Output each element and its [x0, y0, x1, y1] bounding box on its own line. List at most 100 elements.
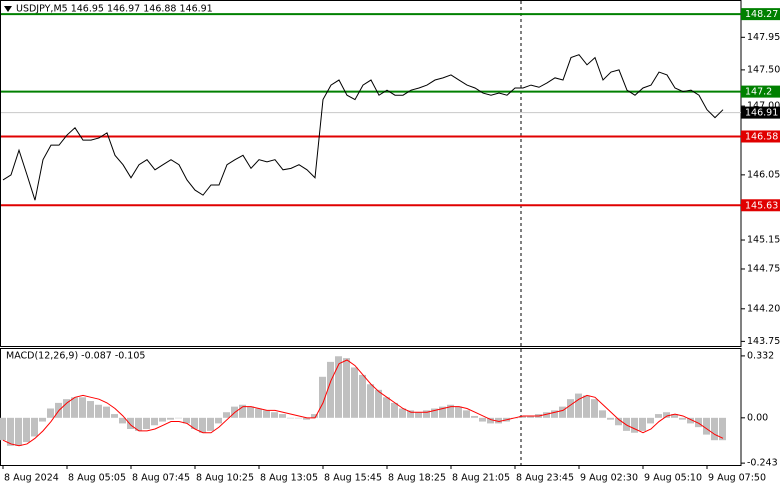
macd-bar: [455, 406, 462, 418]
chart-title: USDJPY,M5 146.95 146.97 146.88 146.91: [16, 4, 213, 15]
macd-bar: [295, 417, 302, 419]
macd-bar: [311, 414, 318, 418]
macd-bar: [631, 417, 638, 433]
macd-bar: [287, 417, 294, 419]
macd-bar: [695, 417, 702, 428]
macd-bar: [711, 417, 718, 441]
macd-bar: [215, 417, 222, 424]
y-tick-label: 147.00: [747, 101, 780, 112]
macd-bar: [567, 399, 574, 418]
macd-bar: [327, 361, 334, 418]
macd-bar: [607, 417, 614, 420]
level-label: 146.58: [745, 131, 778, 142]
macd-bar: [447, 404, 454, 418]
macd-bar: [0, 417, 6, 441]
x-tick-label: 8 Aug 23:45: [516, 473, 574, 484]
macd-bar: [487, 417, 494, 424]
symbol-marker: [4, 6, 12, 12]
macd-bar: [31, 417, 38, 437]
y-tick-label: 0.00: [747, 412, 768, 423]
x-tick-label: 8 Aug 10:25: [196, 473, 254, 484]
macd-bar: [47, 408, 54, 418]
macd-bar: [591, 399, 598, 418]
macd-bar: [671, 414, 678, 418]
macd-bar: [367, 384, 374, 418]
macd-bar: [183, 417, 190, 424]
macd-bar: [263, 410, 270, 418]
macd-bar: [703, 417, 710, 435]
macd-bar: [655, 414, 662, 418]
macd-bar: [543, 412, 550, 418]
macd-bar: [495, 417, 502, 424]
macd-bar: [151, 417, 158, 426]
level-label: 148.27: [745, 9, 778, 20]
macd-bar: [335, 356, 342, 418]
y-tick-label: 147.50: [747, 64, 780, 75]
macd-bar: [191, 417, 198, 430]
macd-bar: [599, 410, 606, 418]
macd-bar: [199, 417, 206, 433]
y-tick-label: 143.75: [747, 336, 780, 347]
macd-bar: [119, 417, 126, 424]
macd-bar: [519, 415, 526, 418]
macd-bar: [15, 417, 22, 446]
macd-bar: [63, 399, 70, 418]
macd-bar: [527, 415, 534, 418]
macd-bar: [343, 358, 350, 418]
x-tick-label: 9 Aug 07:50: [708, 473, 766, 484]
macd-bar: [383, 397, 390, 418]
x-tick-label: 8 Aug 05:05: [68, 473, 126, 484]
macd-bar: [471, 415, 478, 418]
macd-bar: [687, 417, 694, 424]
macd-title: MACD(12,26,9) -0.087 -0.105: [6, 351, 145, 362]
macd-bar: [583, 395, 590, 418]
macd-bar: [71, 397, 78, 418]
macd-bar: [319, 376, 326, 418]
last-price-label: 146.91: [745, 108, 778, 119]
macd-bar: [39, 417, 46, 422]
macd-bar: [615, 417, 622, 426]
x-tick-label: 8 Aug 21:05: [452, 473, 510, 484]
macd-bar: [351, 367, 358, 418]
y-tick-label: 144.20: [747, 303, 780, 314]
macd-bar: [415, 412, 422, 418]
y-tick-label: 145.15: [747, 235, 780, 246]
macd-bar: [167, 417, 174, 420]
level-label: 145.63: [745, 200, 778, 211]
macd-bar: [7, 417, 14, 446]
x-tick-label: 9 Aug 02:30: [580, 473, 638, 484]
macd-bar: [479, 417, 486, 422]
macd-bar: [127, 417, 134, 430]
y-tick-label: 147.95: [747, 32, 780, 43]
macd-bar: [223, 412, 230, 418]
macd-bar: [647, 417, 654, 424]
macd-bar: [463, 410, 470, 418]
macd-bar: [175, 417, 182, 419]
macd-bar: [719, 417, 726, 441]
x-tick-label: 8 Aug 13:05: [260, 473, 318, 484]
price-line: [2, 54, 724, 201]
macd-bar: [95, 404, 102, 418]
macd-bar: [431, 408, 438, 418]
macd-bar: [359, 374, 366, 418]
macd-bar: [247, 406, 254, 418]
macd-bar: [391, 402, 398, 418]
macd-bar: [639, 417, 646, 431]
macd-bar: [207, 417, 214, 431]
x-tick-label: 9 Aug 05:10: [644, 473, 702, 484]
level-label-box: [741, 199, 780, 212]
macd-bar: [239, 404, 246, 418]
macd-bar: [375, 389, 382, 418]
macd-bar: [399, 408, 406, 418]
x-tick-label: 8 Aug 07:45: [132, 473, 190, 484]
y-tick-label: 144.75: [747, 263, 780, 274]
macd-bar: [111, 414, 118, 418]
y-tick-label: 146.05: [747, 169, 780, 180]
macd-bar: [303, 417, 310, 420]
macd-bar: [159, 417, 166, 422]
macd-bar: [423, 410, 430, 418]
macd-bar: [79, 397, 86, 418]
macd-bar: [279, 414, 286, 418]
